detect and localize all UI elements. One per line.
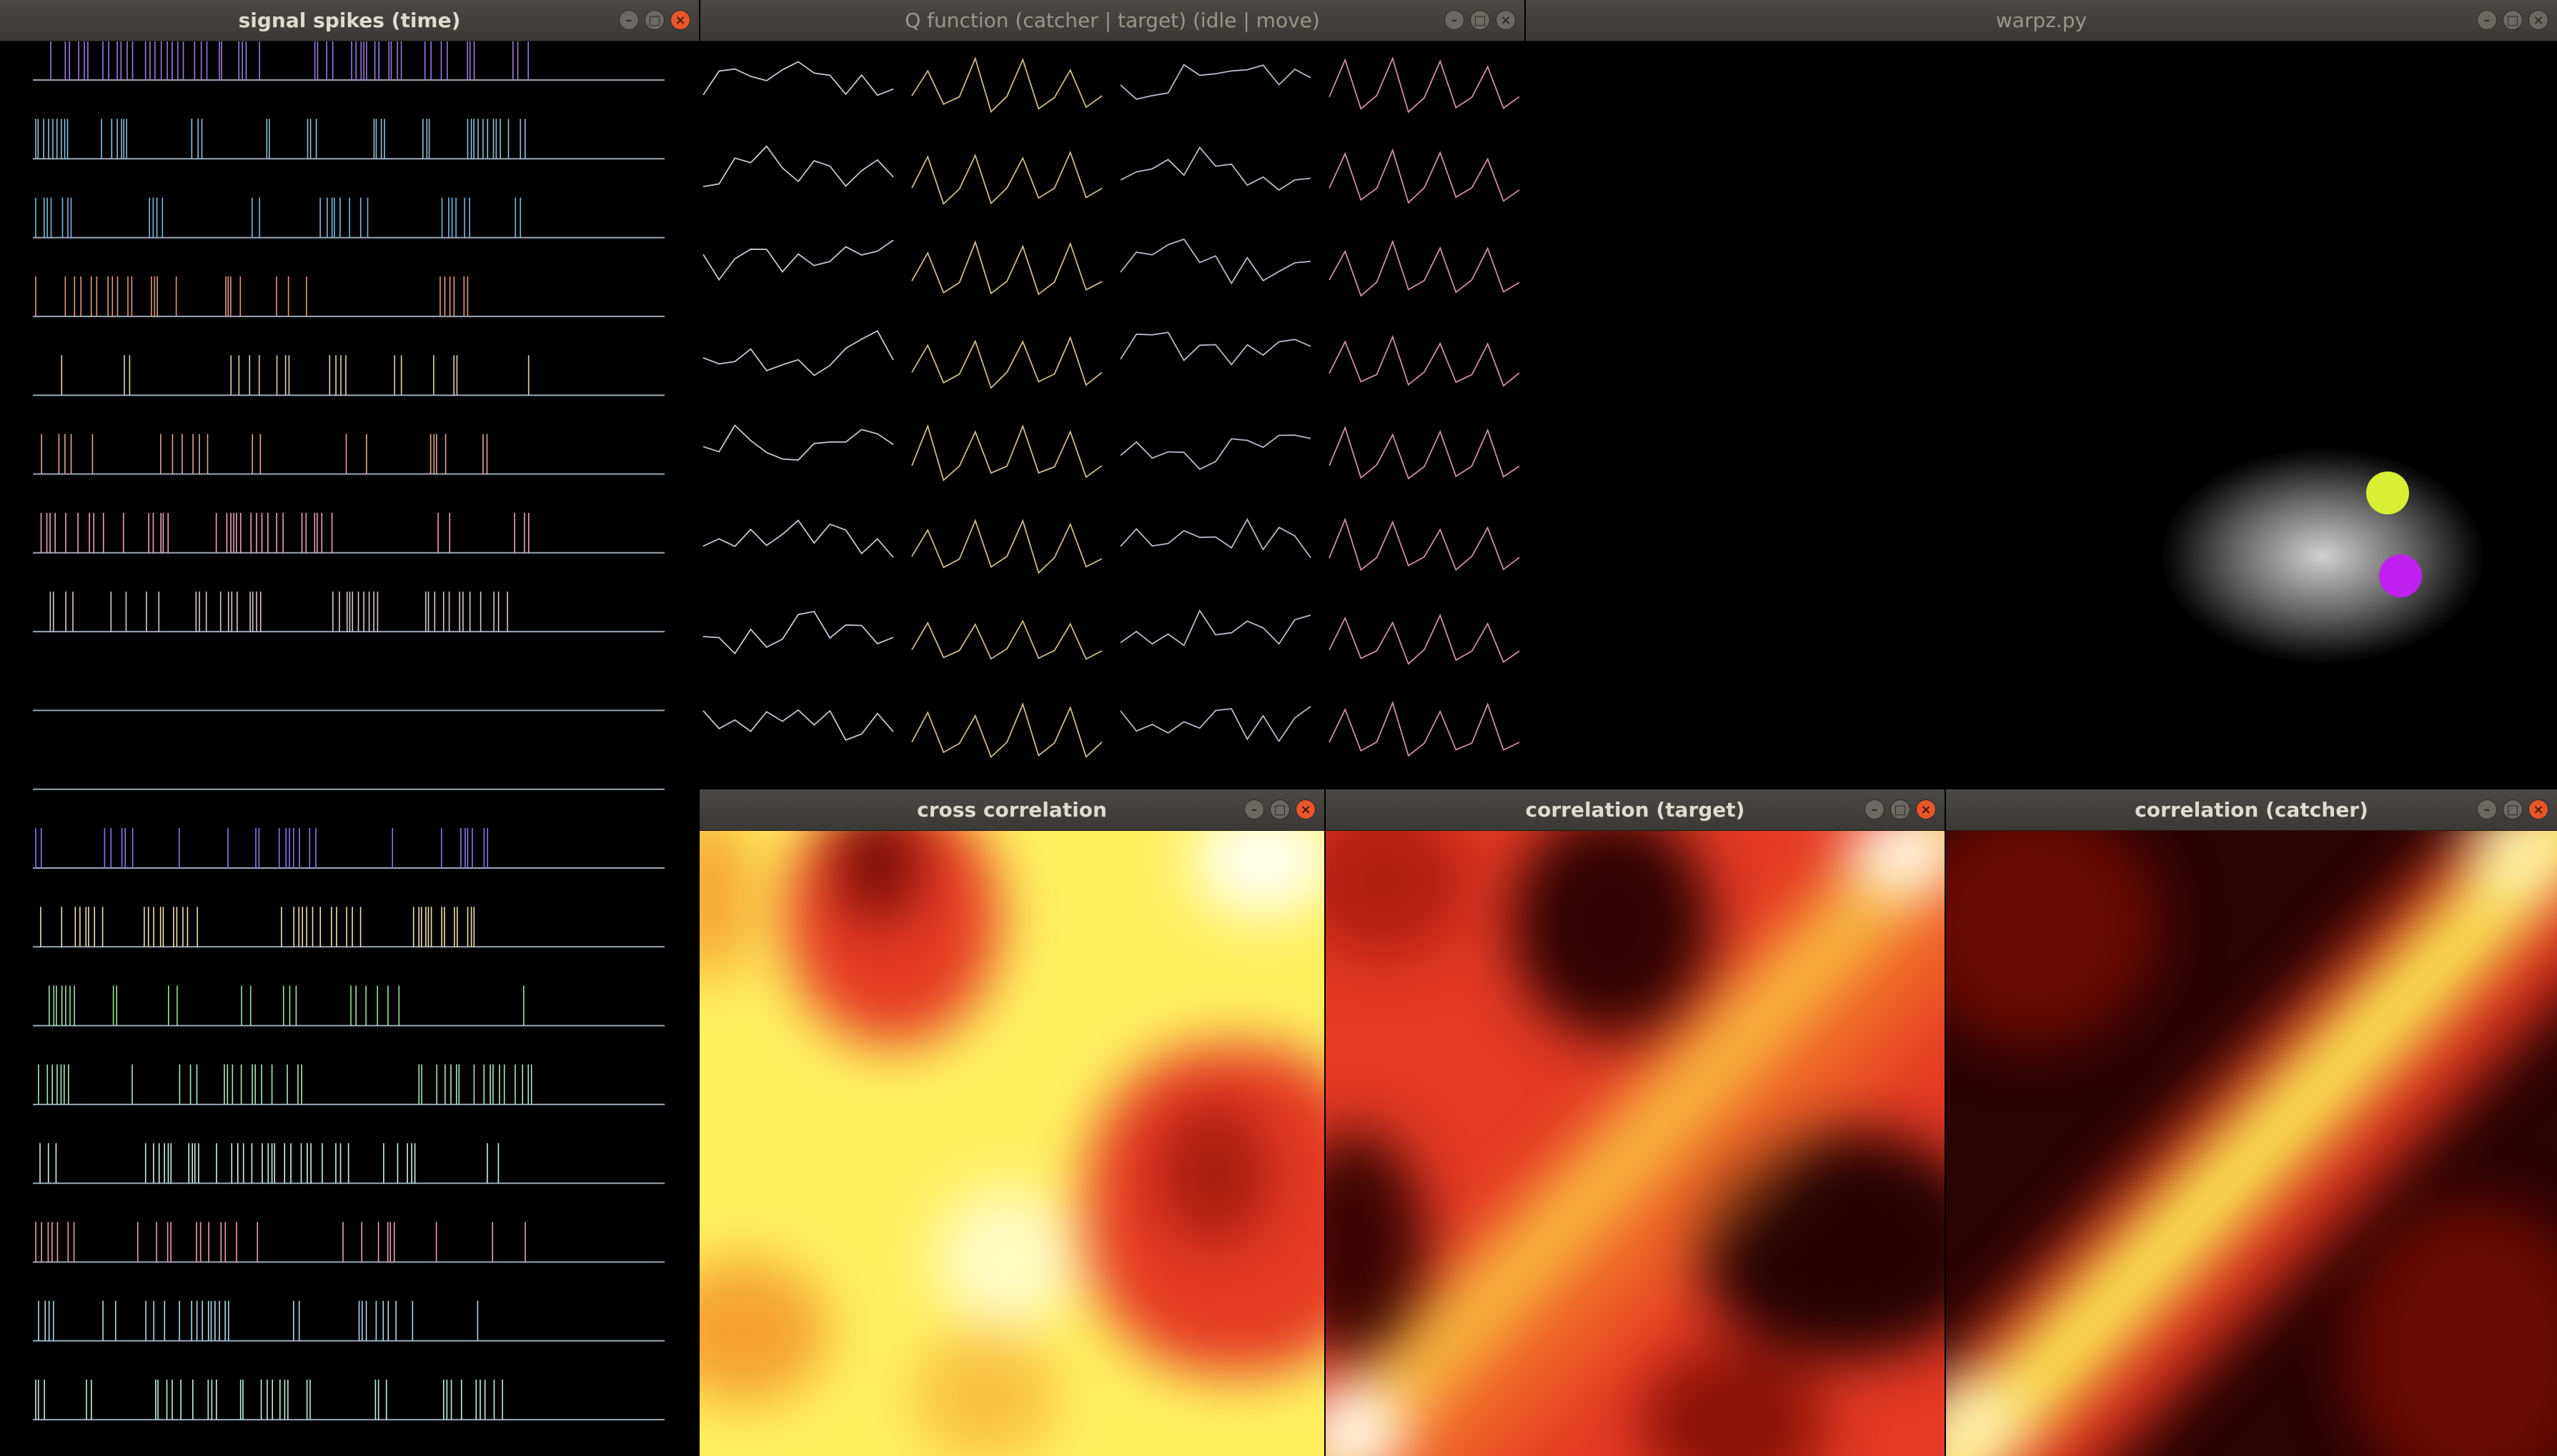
spike-train-row — [33, 1143, 665, 1185]
correlation-catcher-titlebar[interactable]: correlation (catcher) – □ × — [1946, 789, 2557, 831]
q-value-sparkline — [702, 519, 894, 558]
q-value-sparkline — [911, 336, 1103, 389]
q-value-sparkline — [1329, 517, 1520, 572]
spike-train-row — [33, 1222, 665, 1263]
cross-correlation-window[interactable]: cross correlation – □ × — [700, 789, 1324, 1456]
correlation-catcher-heatmap — [1946, 831, 2557, 1456]
q-value-sparkline — [911, 702, 1103, 759]
spike-train-row — [33, 1300, 665, 1342]
close-button[interactable]: × — [1296, 799, 1316, 819]
glow-cloud — [2162, 449, 2483, 663]
maximize-button[interactable]: □ — [2503, 799, 2523, 819]
qfunction-title: Q function (catcher | target) (idle | mo… — [905, 9, 1320, 32]
correlation-target-titlebar[interactable]: correlation (target) – □ × — [1326, 789, 1945, 831]
maximize-button[interactable]: □ — [645, 10, 665, 30]
close-button[interactable]: × — [2528, 10, 2548, 30]
q-value-sparkline — [702, 145, 894, 187]
q-value-sparkline — [1329, 334, 1520, 387]
minimize-button[interactable]: – — [1444, 10, 1464, 30]
q-value-sparkline — [702, 61, 894, 96]
close-button[interactable]: × — [2528, 799, 2548, 819]
q-value-sparkline — [702, 329, 894, 377]
warpz-titlebar[interactable]: warpz.py – □ × — [1526, 0, 2557, 41]
spike-train-row — [33, 355, 665, 397]
spikes-raster — [33, 41, 665, 1421]
maximize-button[interactable]: □ — [1470, 10, 1490, 30]
spike-train-row — [33, 985, 665, 1027]
close-button[interactable]: × — [670, 10, 690, 30]
correlation-target-heatmap — [1326, 831, 1945, 1456]
q-value-sparkline — [1329, 56, 1520, 114]
spikes-titlebar[interactable]: signal spikes (time) – □ × — [0, 0, 699, 41]
minimize-button[interactable]: – — [619, 10, 639, 30]
q-value-sparkline — [1120, 434, 1311, 470]
q-value-sparkline — [911, 56, 1103, 114]
q-value-sparkline — [1329, 239, 1520, 297]
minimize-button[interactable]: – — [1865, 799, 1885, 819]
q-value-sparkline — [1329, 425, 1520, 480]
q-value-sparkline — [1120, 518, 1311, 559]
q-value-sparkline — [911, 240, 1103, 296]
q-value-sparkline — [1329, 148, 1520, 204]
close-button[interactable]: × — [1496, 10, 1516, 30]
correlation-target-window[interactable]: correlation (target) – □ × — [1326, 789, 1945, 1456]
spike-train-row — [33, 276, 665, 317]
qfunction-window[interactable]: Q function (catcher | target) (idle | mo… — [700, 0, 1524, 788]
q-value-sparkline — [911, 519, 1103, 574]
qfunction-plot — [700, 41, 1524, 788]
spike-train-row — [33, 592, 665, 633]
warpz-canvas — [1526, 41, 2557, 788]
correlation-catcher-title: correlation (catcher) — [2135, 798, 2368, 822]
maximize-button[interactable]: □ — [2503, 10, 2523, 30]
qfunction-grid — [702, 56, 1520, 759]
spikes-title: signal spikes (time) — [238, 9, 461, 32]
warpz-window[interactable]: warpz.py – □ × — [1526, 0, 2557, 788]
q-value-sparkline — [1329, 700, 1520, 757]
q-value-sparkline — [911, 424, 1103, 482]
warpz-title: warpz.py — [1995, 9, 2087, 32]
maximize-button[interactable]: □ — [1890, 799, 1910, 819]
spike-train-row — [33, 197, 665, 239]
q-value-sparkline — [1120, 331, 1311, 366]
cross-correlation-titlebar[interactable]: cross correlation – □ × — [700, 789, 1324, 831]
q-value-sparkline — [1120, 609, 1311, 647]
minimize-button[interactable]: – — [2477, 10, 2497, 30]
q-value-sparkline — [702, 424, 894, 461]
spike-train-row — [33, 828, 665, 869]
target-ball — [2366, 472, 2409, 514]
q-value-sparkline — [702, 239, 894, 281]
spikes-plot — [0, 41, 699, 1456]
spike-train-row — [33, 907, 665, 948]
q-value-sparkline — [911, 619, 1103, 660]
q-value-sparkline — [1120, 238, 1311, 285]
maximize-button[interactable]: □ — [1270, 799, 1290, 819]
catcher-ball — [2379, 554, 2422, 597]
spike-train-row — [33, 1380, 665, 1421]
cross-correlation-title: cross correlation — [917, 798, 1107, 822]
q-value-sparkline — [702, 709, 894, 742]
spike-train-row — [33, 1064, 665, 1105]
cross-correlation-heatmap — [700, 831, 1324, 1456]
spike-train-row — [33, 119, 665, 160]
q-value-sparkline — [911, 150, 1103, 205]
spike-train-row — [33, 41, 665, 81]
q-value-sparkline — [1120, 706, 1311, 743]
spike-train-row — [33, 512, 665, 554]
spike-train-row — [33, 434, 665, 475]
minimize-button[interactable]: – — [1244, 799, 1264, 819]
spikes-window[interactable]: signal spikes (time) – □ × — [0, 0, 699, 1456]
correlation-catcher-window[interactable]: correlation (catcher) – □ × — [1946, 789, 2557, 1456]
q-value-sparkline — [702, 610, 894, 655]
close-button[interactable]: × — [1916, 799, 1936, 819]
q-value-sparkline — [1329, 613, 1520, 665]
q-value-sparkline — [1120, 64, 1311, 100]
qfunction-titlebar[interactable]: Q function (catcher | target) (idle | mo… — [700, 0, 1524, 41]
correlation-target-title: correlation (target) — [1525, 798, 1745, 822]
minimize-button[interactable]: – — [2477, 799, 2497, 819]
q-value-sparkline — [1120, 146, 1311, 191]
